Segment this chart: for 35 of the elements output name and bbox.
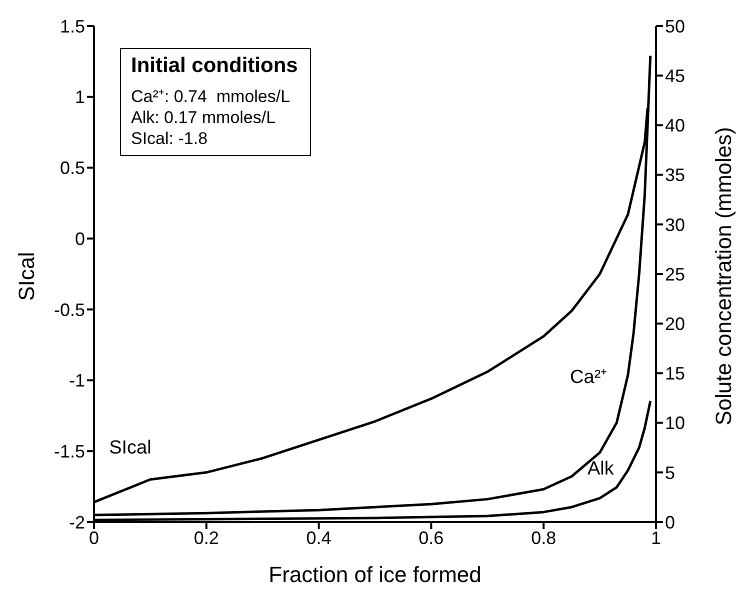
annotation: SIcal: -1.8: [131, 128, 209, 149]
y2-tick-label: 5: [665, 462, 676, 483]
y2-tick-label: 25: [665, 264, 686, 284]
series-label: SIcal: [109, 437, 152, 458]
x-axis-title: Fraction of ice formed: [268, 562, 482, 587]
series-label: Ca²⁺: [570, 366, 607, 388]
y-tick-label: 0: [74, 228, 85, 249]
x-tick-label: 1: [650, 528, 662, 548]
y-tick-label: -1: [68, 370, 85, 391]
y-tick-label: 0.5: [60, 158, 85, 178]
y2-tick-label: 30: [665, 214, 686, 235]
x-tick-label: 0.8: [531, 528, 556, 548]
x-tick-label: 0.4: [306, 528, 332, 548]
y2-tick-label: 35: [665, 165, 686, 186]
annotation: Alk: 0.17 mmoles/L: [131, 107, 277, 128]
annotation: Initial conditions: [131, 54, 298, 77]
y2-tick-label: 40: [665, 116, 686, 136]
y2-tick-label: 10: [665, 413, 686, 434]
annotation: Ca²⁺: 0.74 mmoles/L: [131, 86, 292, 107]
y-tick-label: -1.5: [54, 442, 85, 462]
x-tick-label: 0: [88, 528, 100, 548]
y-tick-label: 1.5: [60, 16, 85, 36]
y2-tick-label: 50: [665, 16, 686, 36]
x-tick-label: 0.2: [194, 528, 219, 548]
y2-tick-label: 20: [665, 314, 686, 334]
x-tick-label: 0.6: [418, 528, 444, 548]
y2-tick-label: 0: [665, 512, 676, 532]
y-tick-label: -0.5: [54, 300, 85, 320]
y-tick-label: -2: [68, 512, 85, 532]
series-label: Alk: [587, 458, 614, 480]
y2-tick-label: 15: [665, 364, 686, 384]
y2-tick-label: 45: [665, 66, 686, 86]
y-axis-title: SIcal: [14, 252, 40, 300]
y-tick-label: 1: [74, 87, 85, 108]
y2-axis-title: Solute concentration (mmoles): [711, 126, 737, 426]
